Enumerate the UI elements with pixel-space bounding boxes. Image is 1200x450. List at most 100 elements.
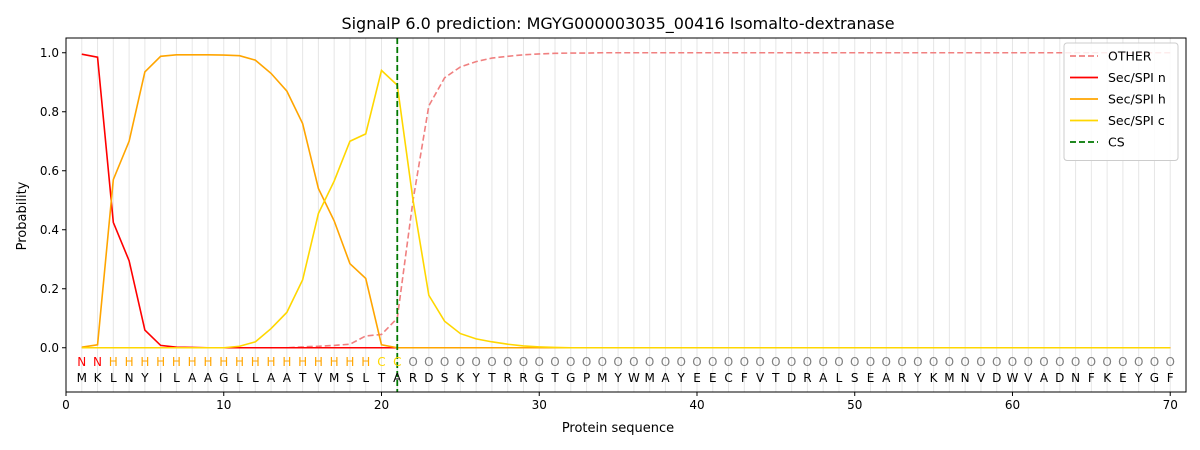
region-label: O bbox=[787, 355, 796, 369]
legend-label: Sec/SPI n bbox=[1108, 70, 1166, 85]
region-label: C bbox=[377, 355, 385, 369]
y-axis-label: Probability bbox=[15, 181, 30, 250]
residue-letter: Y bbox=[1134, 371, 1143, 385]
region-label: N bbox=[93, 355, 102, 369]
region-label: H bbox=[361, 355, 370, 369]
region-label: O bbox=[897, 355, 906, 369]
region-label: H bbox=[235, 355, 244, 369]
plot-frame bbox=[65, 37, 1187, 393]
region-label: O bbox=[992, 355, 1001, 369]
region-label: H bbox=[172, 355, 181, 369]
region-label: O bbox=[740, 355, 749, 369]
region-label: O bbox=[724, 355, 733, 369]
residue-letter: D bbox=[424, 371, 433, 385]
region-label: O bbox=[708, 355, 717, 369]
region-label: O bbox=[976, 355, 985, 369]
residue-letter: T bbox=[550, 371, 559, 385]
region-label: H bbox=[330, 355, 339, 369]
region-label: O bbox=[1150, 355, 1159, 369]
residue-letter: A bbox=[661, 371, 670, 385]
residue-letter: K bbox=[94, 371, 103, 385]
residue-letter: D bbox=[787, 371, 796, 385]
region-label: O bbox=[1118, 355, 1127, 369]
residue-letter: E bbox=[693, 371, 701, 385]
region-label: O bbox=[550, 355, 559, 369]
region-label: O bbox=[818, 355, 827, 369]
residue-letter: A bbox=[819, 371, 828, 385]
residue-letter: P bbox=[583, 371, 590, 385]
region-label: O bbox=[487, 355, 496, 369]
residue-letter: Y bbox=[140, 371, 149, 385]
residue-letter: A bbox=[267, 371, 276, 385]
residue-letter: K bbox=[456, 371, 465, 385]
region-label: O bbox=[613, 355, 622, 369]
region-label: O bbox=[566, 355, 575, 369]
residue-letter: Y bbox=[471, 371, 480, 385]
residue-letter: V bbox=[756, 371, 765, 385]
region-label: O bbox=[1087, 355, 1096, 369]
residue-letter: Y bbox=[677, 371, 686, 385]
legend-label: Sec/SPI c bbox=[1108, 113, 1165, 128]
x-axis: 0 10 20 30 40 50 60 70 bbox=[62, 392, 1178, 412]
x-tick-label: 50 bbox=[847, 398, 862, 412]
region-label: O bbox=[519, 355, 528, 369]
region-label: O bbox=[1134, 355, 1143, 369]
residue-letter: M bbox=[944, 371, 954, 385]
residue-letter: M bbox=[329, 371, 339, 385]
region-label: O bbox=[471, 355, 480, 369]
region-label: H bbox=[156, 355, 165, 369]
x-tick-label: 10 bbox=[216, 398, 231, 412]
region-label: O bbox=[866, 355, 875, 369]
residue-letter: F bbox=[1088, 371, 1095, 385]
residue-letter: L bbox=[362, 371, 369, 385]
region-label: O bbox=[456, 355, 465, 369]
region-label: O bbox=[913, 355, 922, 369]
y-tick-label: 0.8 bbox=[40, 105, 59, 119]
y-axis: 0.0 0.2 0.4 0.6 0.8 1.0 bbox=[40, 46, 66, 355]
region-label: O bbox=[960, 355, 969, 369]
residue-letter: A bbox=[283, 371, 292, 385]
residue-letter: K bbox=[1103, 371, 1112, 385]
region-label: O bbox=[771, 355, 780, 369]
residue-letter: G bbox=[535, 371, 544, 385]
residue-letter: G bbox=[219, 371, 228, 385]
residue-letter: R bbox=[519, 371, 527, 385]
residue-letter: T bbox=[377, 371, 386, 385]
series-line-sec-spi-c bbox=[81, 68, 1171, 349]
x-tick-label: 20 bbox=[374, 398, 389, 412]
residue-letter: A bbox=[204, 371, 213, 385]
series-line-other bbox=[81, 51, 1171, 349]
region-label: O bbox=[834, 355, 843, 369]
residue-letter: E bbox=[1119, 371, 1127, 385]
region-label: H bbox=[345, 355, 354, 369]
residue-letter: A bbox=[393, 371, 402, 385]
residue-letter: F bbox=[741, 371, 748, 385]
y-tick-label: 0.6 bbox=[40, 164, 59, 178]
region-label: O bbox=[582, 355, 591, 369]
residue-letter: R bbox=[898, 371, 906, 385]
residue-letter: T bbox=[771, 371, 780, 385]
legend-label: CS bbox=[1108, 135, 1125, 150]
series-layer bbox=[81, 38, 1171, 392]
region-label: O bbox=[803, 355, 812, 369]
region-label: N bbox=[77, 355, 86, 369]
residue-letter: L bbox=[173, 371, 180, 385]
legend-box bbox=[1063, 42, 1179, 161]
residue-letter: L bbox=[110, 371, 117, 385]
residue-letter: V bbox=[977, 371, 986, 385]
region-label: O bbox=[1055, 355, 1064, 369]
residue-letter: L bbox=[236, 371, 243, 385]
chart-title: SignalP 6.0 prediction: MGYG000003035_00… bbox=[341, 14, 894, 34]
residue-letter: D bbox=[1055, 371, 1064, 385]
residue-letter: D bbox=[992, 371, 1001, 385]
x-tick-label: 30 bbox=[532, 398, 547, 412]
residue-letter: V bbox=[1024, 371, 1033, 385]
residue-letter: M bbox=[77, 371, 87, 385]
x-tick-label: 40 bbox=[689, 398, 704, 412]
region-label: O bbox=[424, 355, 433, 369]
series-line-sec-spi-h bbox=[81, 54, 1171, 349]
region-label: O bbox=[503, 355, 512, 369]
region-label: O bbox=[440, 355, 449, 369]
residue-letter: T bbox=[298, 371, 307, 385]
region-label: O bbox=[1165, 355, 1174, 369]
